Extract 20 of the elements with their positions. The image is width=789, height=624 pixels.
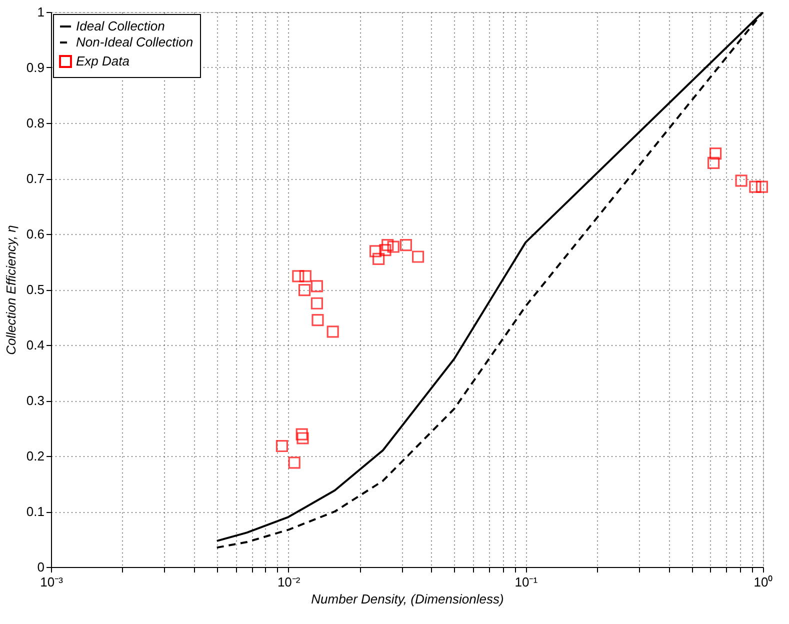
x-axis-title: Number Density, (Dimensionless) bbox=[311, 592, 504, 606]
y-tick-label: 0.6 bbox=[26, 226, 44, 242]
y-tick-label: 0.9 bbox=[26, 60, 44, 75]
y-axis-title: Collection Efficiency, η bbox=[3, 225, 18, 355]
legend-label: Exp Data bbox=[76, 54, 130, 68]
y-tick-label: 1 bbox=[37, 4, 44, 20]
y-tick-label: 0.5 bbox=[26, 282, 44, 297]
legend-label: Ideal Collection bbox=[76, 18, 165, 34]
y-tick-label: 0.4 bbox=[26, 338, 44, 352]
y-tick-label: 0.7 bbox=[26, 171, 44, 186]
x-tick-label: 10⁻³ bbox=[40, 574, 64, 590]
y-tick-label: 0.2 bbox=[26, 448, 44, 464]
legend-label: Non-Ideal Collection bbox=[76, 34, 194, 50]
x-tick-label: 10⁻¹ bbox=[514, 574, 538, 590]
x-tick-label: 10⁰ bbox=[754, 574, 774, 590]
y-tick-label: 0.8 bbox=[26, 116, 44, 130]
x-tick-label: 10⁻² bbox=[277, 574, 301, 590]
y-tick-label: 0.3 bbox=[26, 393, 44, 408]
y-tick-label: 0.1 bbox=[26, 504, 44, 519]
y-tick-label: 0 bbox=[37, 560, 44, 574]
